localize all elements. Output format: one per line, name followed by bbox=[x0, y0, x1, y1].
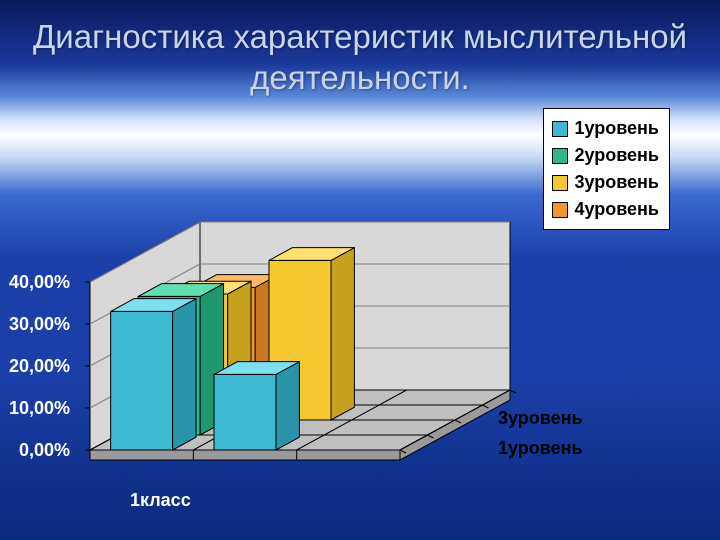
legend-swatch-4 bbox=[552, 202, 568, 218]
legend-swatch-1 bbox=[552, 121, 568, 137]
slide-title: Диагностика характеристик мыслительной д… bbox=[0, 16, 720, 99]
legend-swatch-3 bbox=[552, 175, 568, 191]
legend: 1уровень 2уровень 3уровень 4уровень bbox=[543, 108, 670, 230]
legend-label-4: 4уровень bbox=[574, 196, 659, 223]
slide: { "title": "Диагностика характеристик мы… bbox=[0, 0, 720, 540]
legend-label-1: 1уровень bbox=[574, 115, 659, 142]
legend-item-2: 2уровень bbox=[552, 142, 659, 169]
legend-item-1: 1уровень bbox=[552, 115, 659, 142]
legend-item-4: 4уровень bbox=[552, 196, 659, 223]
legend-label-2: 2уровень bbox=[574, 142, 659, 169]
legend-swatch-2 bbox=[552, 148, 568, 164]
legend-label-3: 3уровень bbox=[574, 169, 659, 196]
legend-item-3: 3уровень bbox=[552, 169, 659, 196]
